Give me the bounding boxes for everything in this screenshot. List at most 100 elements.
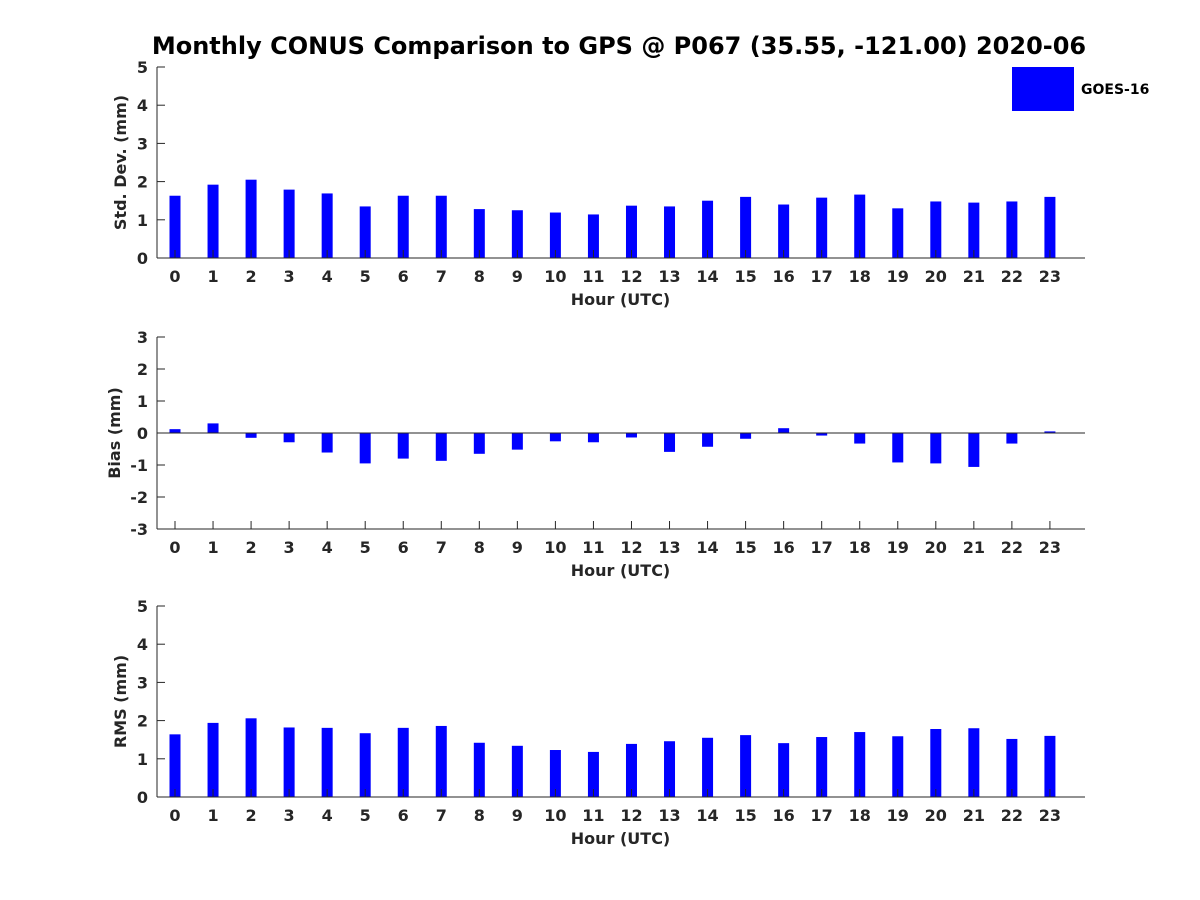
x-tick-label: 19 [887,538,909,557]
bar-hour-16 [778,204,790,258]
y-tick-label: 2 [137,712,148,731]
bar-hour-16 [778,743,790,797]
bar-series-goes-16 [169,718,1056,797]
x-tick-label: 17 [811,267,833,286]
x-tick-label: 16 [773,806,795,825]
x-tick-label: 7 [436,806,447,825]
bar-hour-7 [435,725,447,797]
bar-hour-2 [245,179,257,258]
bar-hour-20 [930,729,942,797]
bar-hour-2 [245,433,257,438]
bar-hour-9 [511,745,523,797]
chart-title: Monthly CONUS Comparison to GPS @ P067 (… [152,32,1086,60]
x-tick-label: 5 [360,806,371,825]
bar-hour-16 [778,428,790,433]
x-tick-label: 7 [436,267,447,286]
bar-hour-11 [587,433,599,443]
y-tick-label: 1 [137,392,148,411]
x-tick-label: 5 [360,538,371,557]
legend-label-goes-16: GOES-16 [1081,82,1149,98]
bar-hour-3 [283,727,295,797]
bar-hour-8 [473,433,485,454]
x-tick-label: 23 [1039,538,1061,557]
bar-hour-17 [816,433,828,436]
bar-hour-12 [625,205,637,258]
x-tick-label: 15 [734,806,756,825]
x-tick-label: 16 [773,538,795,557]
x-tick-label: 1 [207,538,218,557]
bar-hour-21 [968,202,980,258]
x-tick-label: 9 [512,267,523,286]
bar-hour-3 [283,189,295,258]
y-tick-label: 3 [137,673,148,692]
x-tick-label: 23 [1039,267,1061,286]
x-tick-label: 14 [696,806,718,825]
bar-hour-15 [740,735,752,797]
x-tick-label: 10 [544,538,566,557]
bar-hour-7 [435,195,447,258]
x-tick-label: 3 [284,538,295,557]
bar-hour-7 [435,433,447,461]
bar-hour-5 [359,733,371,797]
bar-hour-11 [587,214,599,258]
bar-hour-4 [321,433,333,453]
y-tick-label: 5 [137,58,148,77]
bar-hour-14 [702,200,714,258]
x-tick-label: 10 [544,806,566,825]
bar-hour-19 [892,433,904,463]
x-tick-label: 12 [620,806,642,825]
y-tick-label: 5 [137,597,148,616]
y-tick-label: 1 [137,211,148,230]
bar-hour-13 [664,433,676,452]
y-axis-label: Bias (mm) [105,387,124,479]
x-tick-label: 9 [512,538,523,557]
x-tick-label: 21 [963,538,985,557]
bar-hour-18 [854,194,866,258]
bar-hour-15 [740,433,752,439]
bar-hour-9 [511,210,523,258]
x-tick-label: 21 [963,267,985,286]
bar-hour-5 [359,433,371,464]
bar-hour-0 [169,734,181,797]
bar-hour-12 [625,433,637,438]
x-tick-label: 9 [512,806,523,825]
bar-hour-1 [207,423,219,433]
x-tick-label: 18 [849,538,871,557]
y-tick-label: 2 [137,173,148,192]
y-tick-label: 0 [137,249,148,268]
x-tick-label: 3 [284,806,295,825]
x-tick-label: 3 [284,267,295,286]
bar-hour-1 [207,722,219,797]
bar-hour-19 [892,736,904,797]
bar-hour-22 [1006,201,1018,258]
bar-hour-17 [816,737,828,797]
bar-hour-23 [1044,196,1056,258]
x-tick-label: 11 [582,806,604,825]
bar-hour-14 [702,433,714,447]
x-tick-label: 2 [246,267,257,286]
x-tick-label: 6 [398,806,409,825]
bar-hour-8 [473,742,485,797]
x-tick-label: 17 [811,538,833,557]
bar-hour-19 [892,208,904,258]
bar-hour-6 [397,195,409,258]
y-tick-label: 3 [137,134,148,153]
x-tick-label: 16 [773,267,795,286]
bar-hour-1 [207,184,219,258]
x-tick-label: 1 [207,806,218,825]
x-tick-label: 18 [849,806,871,825]
bar-hour-20 [930,433,942,464]
x-tick-label: 12 [620,538,642,557]
y-tick-label: 1 [137,750,148,769]
x-tick-label: 6 [398,267,409,286]
x-tick-label: 19 [887,806,909,825]
x-tick-label: 15 [734,538,756,557]
x-axis-label: Hour (UTC) [571,290,671,309]
x-tick-label: 22 [1001,538,1023,557]
bar-hour-22 [1006,433,1018,444]
x-tick-label: 20 [925,538,947,557]
